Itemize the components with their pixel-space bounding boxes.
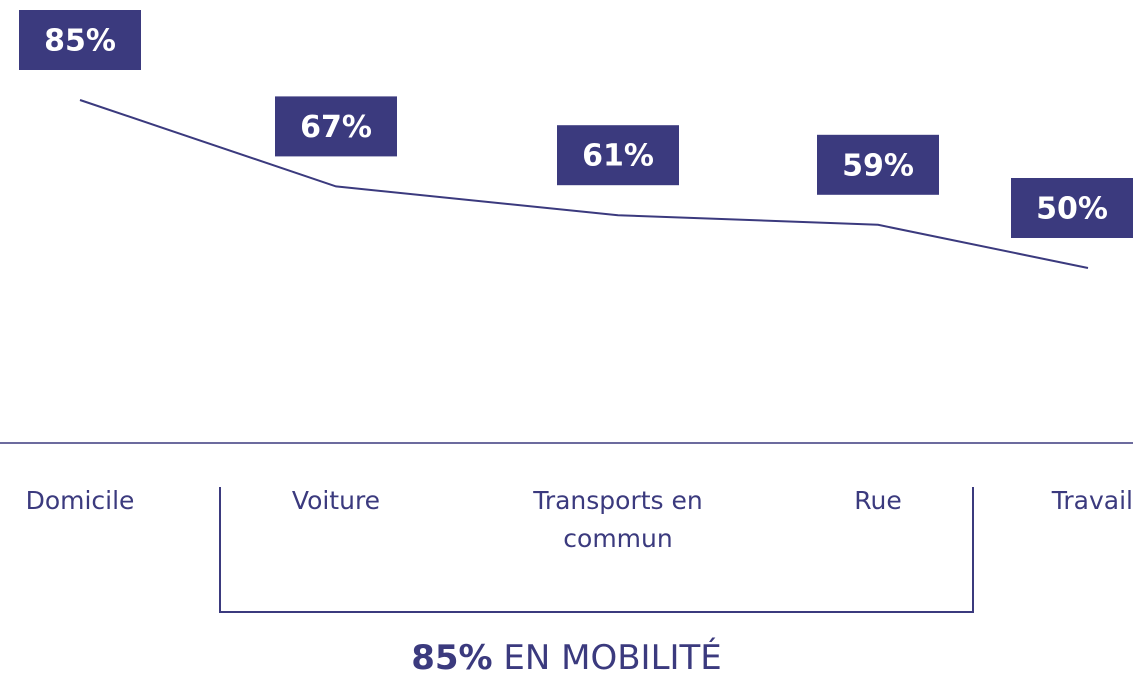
category-label: Voiture (291, 486, 381, 515)
value-label-box (817, 134, 939, 195)
category-label: Rue (854, 486, 902, 515)
value-label: 61% (582, 139, 654, 174)
category-label: Travail (1051, 486, 1133, 515)
bracket (219, 487, 974, 613)
value-label-box (19, 10, 141, 70)
footer-text: EN MOBILITÉ (503, 638, 722, 678)
value-label-box (1011, 178, 1133, 238)
value-label: 50% (1036, 192, 1108, 227)
category-label: Domicile (25, 486, 135, 515)
value-label: 59% (842, 148, 914, 183)
value-label-box (557, 125, 679, 186)
value-label: 85% (44, 24, 116, 59)
value-label-box (275, 96, 397, 157)
line (79, 99, 1089, 269)
footer-highlight: 85% (411, 638, 493, 678)
footer: 85% EN MOBILITÉ (0, 638, 1133, 678)
value-label: 67% (300, 110, 372, 145)
category-label: Transports en commun (533, 486, 703, 553)
